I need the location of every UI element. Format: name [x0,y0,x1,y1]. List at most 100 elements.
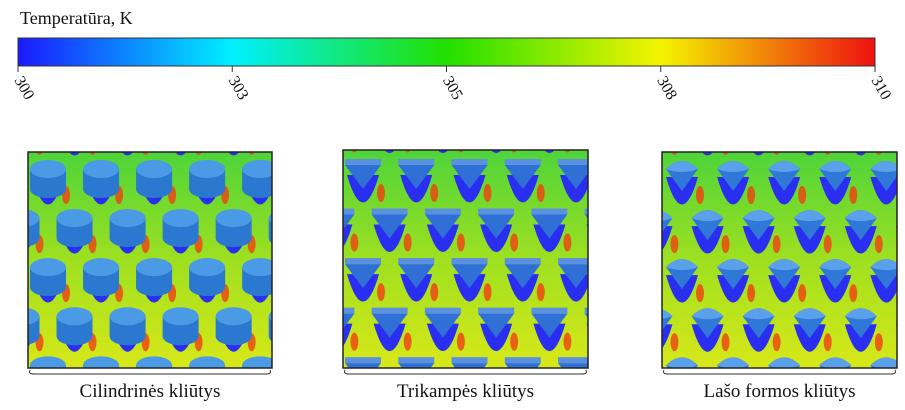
hot-spot [617,234,625,252]
wake [480,125,512,153]
hot-spot [645,284,653,302]
hot-spot [875,333,883,351]
obstacle-top [743,112,775,123]
hot-spot [537,283,545,301]
obstacle-top [398,258,434,264]
hot-spot [563,333,571,351]
obstacle-top [57,111,93,129]
obstacle [640,112,672,142]
wake [870,373,902,401]
obstacle [615,357,647,387]
obstacle-bottom [30,180,66,198]
obstacle-top [611,159,647,165]
obstacle-bottom [30,278,66,296]
panel [292,109,678,400]
obstacle [292,264,328,288]
hot-spot [510,234,518,252]
obstacle-top [136,356,172,374]
obstacle-top [0,258,13,276]
hot-spot [617,134,625,152]
hot-spot [643,382,651,400]
wake [271,128,303,156]
caption-bracket [345,370,587,374]
obstacle [57,120,93,140]
page: Temperatūra, K Cilindrinės kliūtysTrikam… [0,0,905,405]
obstacle [318,115,354,139]
obstacle [345,363,381,387]
hot-spot [324,184,332,202]
obstacle-top [531,308,567,314]
obstacle-top [345,258,381,264]
obstacle-top [110,307,146,325]
panel [615,112,905,401]
obstacle-top [30,258,66,276]
hot-spot [430,184,438,202]
wake [32,373,64,401]
obstacle [322,120,358,140]
obstacle-top [611,357,647,363]
hot-spot [9,186,17,204]
obstacle-bottom [136,180,172,198]
obstacle-bottom [0,180,13,198]
obstacle-bottom [269,229,305,247]
panels: Cilindrinės kliūtysTrikampės kliūtysLašo… [0,109,905,402]
colorbar-tick-label: 303 [225,74,252,103]
hot-spot [9,382,17,400]
hot-spot [301,137,309,155]
obstacle-bottom [83,278,119,296]
obstacle-bottom [3,131,39,149]
obstacle-top [531,109,567,115]
wake [666,373,698,401]
obstacle-top [83,160,119,178]
obstacle [611,264,647,288]
hot-spot [274,284,282,302]
obstacle-bottom [57,229,93,247]
obstacle-top [3,111,39,129]
obstacle-bottom [216,229,252,247]
obstacle-top [505,159,541,165]
hot-spot [747,284,755,302]
colorbar [18,38,875,66]
obstacle [845,112,877,142]
hot-spot [350,333,358,351]
hot-spot [696,284,704,302]
obstacle-top [3,307,39,325]
obstacle-top [216,111,252,129]
obstacle-bottom [242,180,278,198]
obstacle-top [269,209,305,227]
obstacle-top [398,357,434,363]
obstacle-top [83,258,119,276]
wake [640,125,672,153]
wake [533,125,565,153]
obstacle-top [845,112,877,123]
obstacle-top [640,112,672,123]
obstacle [611,363,647,387]
obstacle-top [322,111,358,129]
hot-spot [484,184,492,202]
hot-spot [824,235,832,253]
hot-spot [324,382,332,400]
obstacle-top [318,209,354,215]
hot-spot [457,234,465,252]
obstacle [295,267,331,287]
obstacle [295,169,331,189]
figure: Temperatūra, K Cilindrinės kliūtysTrikam… [0,0,905,405]
obstacle-top [216,307,252,325]
obstacle-bottom [216,131,252,149]
hot-spot [537,184,545,202]
hot-spot [643,283,651,301]
obstacle-top [425,109,461,115]
obstacle-top [163,111,199,129]
obstacle-top [794,112,826,123]
obstacle-bottom [216,327,252,345]
hot-spot [722,333,730,351]
hot-spot [798,284,806,302]
obstacle-top [110,209,146,227]
hot-spot [377,382,385,400]
obstacle [163,120,199,140]
hot-spot [722,235,730,253]
obstacle-top [189,258,225,276]
hot-spot [670,235,678,253]
obstacle-top [531,209,567,215]
caption-bracket [664,370,896,374]
